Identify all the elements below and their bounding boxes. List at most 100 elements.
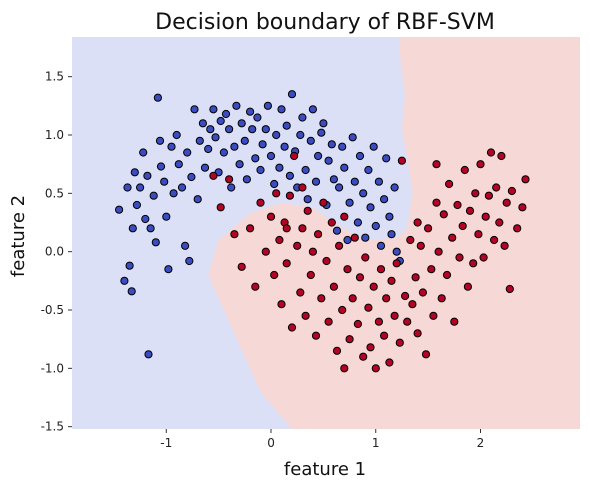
data-point-class-0-95 <box>359 189 368 198</box>
data-point-class-0-108 <box>392 247 401 256</box>
data-point-class-0-22 <box>167 142 176 151</box>
data-point-class-1-44 <box>361 253 370 262</box>
series-class-0 <box>115 90 404 359</box>
data-point-class-1-35 <box>338 305 347 315</box>
data-point-class-0-65 <box>280 142 289 151</box>
data-point-class-1-95 <box>495 218 504 227</box>
data-point-class-0-83 <box>327 140 336 149</box>
data-point-class-1-3 <box>237 262 246 271</box>
data-point-class-0-53 <box>248 125 257 134</box>
data-point-class-0-52 <box>246 107 255 116</box>
data-point-class-1-17 <box>290 151 299 161</box>
data-point-class-1-66 <box>418 288 427 297</box>
y-tick-label: -0.5 <box>41 303 64 317</box>
data-point-class-0-101 <box>374 177 383 186</box>
y-tick-label: 1.5 <box>45 70 64 84</box>
data-point-class-1-42 <box>355 273 365 282</box>
data-point-class-0-27 <box>181 241 190 250</box>
data-point-class-0-82 <box>324 156 333 165</box>
data-point-class-0-60 <box>266 151 276 161</box>
data-point-class-1-45 <box>364 303 373 312</box>
data-point-class-0-43 <box>221 109 231 119</box>
data-point-class-1-89 <box>479 253 488 262</box>
data-point-class-0-3 <box>120 276 129 285</box>
data-point-class-1-24 <box>308 247 317 256</box>
data-point-class-1-51 <box>380 331 389 340</box>
data-point-class-1-43 <box>359 352 368 361</box>
data-point-class-0-100 <box>371 221 380 231</box>
data-point-class-1-74 <box>439 210 448 219</box>
x-tick-label: 2 <box>477 436 485 450</box>
data-point-class-0-26 <box>177 183 187 192</box>
data-point-class-0-42 <box>219 148 228 157</box>
data-point-class-0-17 <box>155 136 165 145</box>
data-point-class-1-40 <box>350 233 359 242</box>
data-point-class-1-48 <box>371 364 380 373</box>
data-point-class-1-64 <box>413 329 422 338</box>
data-point-class-0-18 <box>156 162 166 171</box>
data-point-class-0-14 <box>149 191 158 200</box>
data-point-class-0-0 <box>115 205 124 214</box>
data-point-class-0-33 <box>195 136 204 145</box>
data-point-class-0-71 <box>296 130 305 140</box>
data-point-class-0-79 <box>317 128 326 137</box>
data-point-class-0-12 <box>144 350 153 359</box>
data-point-class-1-32 <box>329 282 338 291</box>
data-point-class-0-51 <box>242 175 251 184</box>
plot-area <box>72 37 580 429</box>
data-point-class-1-96 <box>497 151 506 161</box>
data-point-class-0-28 <box>183 148 192 157</box>
data-point-class-0-5 <box>127 287 136 296</box>
x-axis-label: feature 1 <box>284 459 366 480</box>
data-point-class-0-10 <box>141 214 150 224</box>
data-point-class-0-1 <box>123 183 132 192</box>
data-point-class-0-76 <box>308 105 317 114</box>
data-point-class-0-8 <box>136 183 145 192</box>
data-point-class-0-87 <box>338 142 347 151</box>
data-point-class-1-21 <box>301 311 310 320</box>
data-point-class-1-73 <box>437 294 446 303</box>
y-tick-label: -1.0 <box>41 361 64 375</box>
data-point-class-1-105 <box>413 218 422 227</box>
data-point-class-1-10 <box>272 189 281 198</box>
data-point-class-1-82 <box>460 165 469 175</box>
data-point-class-0-7 <box>132 200 141 210</box>
data-point-class-1-5 <box>251 282 260 291</box>
data-point-class-1-49 <box>374 317 383 326</box>
data-point-class-0-23 <box>169 189 178 198</box>
data-point-class-0-49 <box>237 119 246 128</box>
data-point-class-0-94 <box>355 151 365 161</box>
data-point-class-1-85 <box>469 259 478 268</box>
data-point-class-1-97 <box>500 241 509 250</box>
data-point-class-0-9 <box>139 148 148 157</box>
data-point-class-1-77 <box>448 233 457 242</box>
data-point-class-1-8 <box>266 212 276 221</box>
data-point-class-1-28 <box>319 198 328 207</box>
data-point-class-1-68 <box>424 224 433 233</box>
data-point-class-1-2 <box>230 230 239 239</box>
data-point-class-1-16 <box>287 323 297 332</box>
data-point-class-1-61 <box>406 235 415 245</box>
data-point-class-0-62 <box>272 130 281 140</box>
data-point-class-1-55 <box>390 311 399 320</box>
series-class-1 <box>209 148 530 373</box>
data-point-class-1-31 <box>327 218 336 227</box>
data-point-class-1-53 <box>385 358 394 367</box>
data-point-class-0-50 <box>240 136 249 145</box>
data-point-class-0-34 <box>198 119 207 128</box>
data-point-class-0-64 <box>277 105 286 114</box>
data-point-class-1-4 <box>246 224 255 233</box>
x-tick-label: 1 <box>372 436 380 450</box>
data-point-class-0-72 <box>298 113 307 122</box>
data-point-class-1-72 <box>434 247 443 256</box>
data-point-class-1-52 <box>382 294 391 303</box>
data-point-class-0-89 <box>343 235 352 245</box>
y-tick-label: 0.0 <box>45 245 64 259</box>
data-point-class-1-39 <box>348 294 357 303</box>
y-tick-label: -1.5 <box>41 420 64 434</box>
data-point-class-0-24 <box>172 130 181 140</box>
data-point-class-1-90 <box>481 212 490 221</box>
data-point-class-1-54 <box>387 276 396 285</box>
data-point-class-1-91 <box>484 191 493 200</box>
